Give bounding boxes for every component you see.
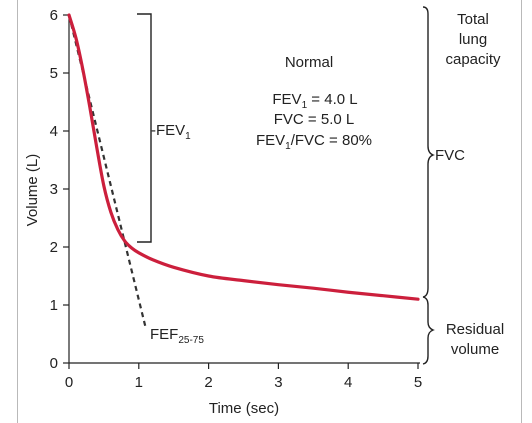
fev1-bracket-label: -FEV1 (151, 122, 191, 142)
x-tick-label-3: 3 (274, 374, 282, 391)
ratio-text: FEV1/FVC = 80% (256, 132, 372, 152)
fev1-bracket (137, 13, 152, 243)
total-lung-capacity-label-1: Total (457, 11, 489, 28)
y-tick-label-1: 1 (50, 297, 58, 314)
x-tick-label-1: 1 (135, 374, 143, 391)
y-tick-label-0: 0 (50, 355, 58, 372)
residual-volume-brace (422, 296, 435, 365)
y-tick-label-2: 2 (50, 239, 58, 256)
x-tick-label-5: 5 (414, 374, 422, 391)
normal-label: Normal (285, 54, 333, 71)
fev1-value-text: FEV1 = 4.0 L (272, 91, 357, 111)
axis-ticks (63, 14, 419, 369)
frame-border-left (17, 0, 18, 423)
x-tick-label-4: 4 (344, 374, 352, 391)
total-lung-capacity-label-3: capacity (445, 51, 501, 68)
expiration-curve (67, 13, 420, 301)
y-tick-label-4: 4 (50, 123, 58, 140)
y-axis-title: Volume (L) (24, 154, 41, 227)
residual-volume-label-2: volume (451, 341, 499, 358)
total-lung-capacity-label-2: lung (459, 31, 487, 48)
fef-label: FEF25-75 (150, 326, 204, 346)
fvc-brace-label: FVC (435, 147, 465, 164)
y-tick-label-5: 5 (50, 65, 58, 82)
y-tick-label-6: 6 (50, 7, 58, 24)
x-tick-label-0: 0 (65, 374, 73, 391)
frame-border-right (521, 0, 522, 423)
x-axis-title: Time (sec) (209, 400, 279, 417)
x-tick-label-2: 2 (204, 374, 212, 391)
fvc-brace (422, 6, 435, 298)
fvc-value-text: FVC = 5.0 L (274, 111, 354, 128)
y-tick-label-3: 3 (50, 181, 58, 198)
axis-tick-labels: 0 1 2 3 4 5 0 1 2 3 4 5 6 (50, 7, 423, 391)
residual-volume-label-1: Residual (446, 321, 504, 338)
